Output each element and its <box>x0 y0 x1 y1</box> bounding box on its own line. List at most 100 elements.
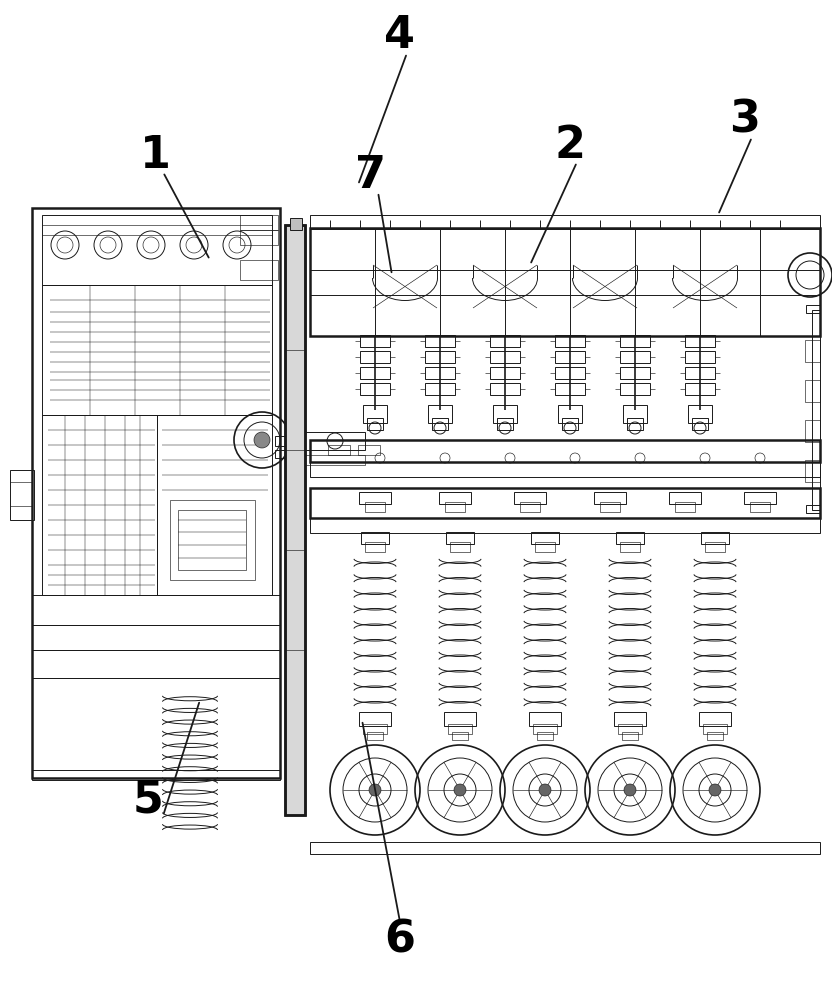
Bar <box>360 335 390 347</box>
Bar <box>685 351 715 363</box>
Bar <box>555 335 585 347</box>
Bar <box>328 445 350 455</box>
Bar <box>744 492 776 504</box>
Bar <box>705 542 725 552</box>
Bar <box>359 492 391 504</box>
Bar <box>533 724 557 734</box>
Bar <box>157 415 272 595</box>
Bar <box>363 724 387 734</box>
Bar <box>623 405 647 423</box>
Bar <box>360 383 390 395</box>
Bar <box>10 470 34 520</box>
Bar <box>701 532 729 544</box>
Bar <box>520 502 540 512</box>
Bar <box>620 335 650 347</box>
Bar <box>439 492 471 504</box>
Bar <box>275 450 305 458</box>
Bar <box>805 460 820 482</box>
Bar <box>558 405 582 423</box>
Bar <box>425 383 455 395</box>
Bar <box>594 492 626 504</box>
Text: 7: 7 <box>354 153 385 196</box>
Bar <box>290 218 302 230</box>
Bar <box>285 225 305 815</box>
Bar <box>32 208 280 778</box>
Bar <box>555 367 585 379</box>
Bar <box>360 367 390 379</box>
Bar <box>310 228 820 336</box>
Circle shape <box>709 784 721 796</box>
Bar <box>669 492 701 504</box>
Bar <box>432 418 448 430</box>
Bar <box>452 732 468 740</box>
Bar <box>627 418 643 430</box>
Bar <box>555 383 585 395</box>
Bar <box>622 732 638 740</box>
Bar <box>497 418 513 430</box>
Bar <box>310 215 820 229</box>
Bar <box>32 770 280 780</box>
Bar <box>305 455 365 465</box>
Bar <box>600 502 620 512</box>
Circle shape <box>539 784 551 796</box>
Bar <box>618 724 642 734</box>
Bar <box>42 215 272 285</box>
Bar <box>812 310 820 510</box>
Bar <box>692 418 708 430</box>
Bar <box>358 445 380 455</box>
Bar <box>363 405 387 423</box>
Bar <box>359 712 391 726</box>
Bar <box>616 532 644 544</box>
Bar <box>490 367 520 379</box>
Bar <box>614 712 646 726</box>
Text: 2: 2 <box>554 123 586 166</box>
Bar <box>675 502 695 512</box>
Bar <box>367 418 383 430</box>
Bar <box>450 542 470 552</box>
Bar <box>365 542 385 552</box>
Bar <box>32 625 280 650</box>
Bar <box>448 724 472 734</box>
Bar <box>562 418 578 430</box>
Bar <box>555 351 585 363</box>
Bar <box>805 420 820 442</box>
Text: 6: 6 <box>384 918 415 962</box>
Bar <box>620 367 650 379</box>
Bar <box>535 542 555 552</box>
Bar <box>490 351 520 363</box>
Bar <box>178 510 246 570</box>
Bar <box>805 380 820 402</box>
Bar <box>42 285 272 415</box>
Bar <box>806 505 820 513</box>
Text: 1: 1 <box>140 133 171 176</box>
Bar <box>490 335 520 347</box>
Circle shape <box>369 784 381 796</box>
Bar <box>531 532 559 544</box>
Bar <box>620 351 650 363</box>
Bar <box>240 230 278 245</box>
Bar <box>310 488 820 518</box>
Bar <box>305 432 365 450</box>
Bar <box>367 732 383 740</box>
Bar <box>514 492 546 504</box>
Circle shape <box>624 784 636 796</box>
Bar <box>365 502 385 512</box>
Bar <box>310 462 820 477</box>
Bar <box>425 351 455 363</box>
Bar <box>806 305 820 313</box>
Bar <box>32 650 280 678</box>
Bar <box>685 335 715 347</box>
Bar <box>620 383 650 395</box>
Bar <box>707 732 723 740</box>
Bar <box>529 712 561 726</box>
Bar <box>537 732 553 740</box>
Bar <box>444 712 476 726</box>
Bar <box>310 518 820 533</box>
Bar <box>240 215 278 230</box>
Bar <box>490 383 520 395</box>
Bar <box>310 842 820 854</box>
Bar <box>425 335 455 347</box>
Bar <box>699 712 731 726</box>
Text: 5: 5 <box>132 778 163 822</box>
Text: 4: 4 <box>384 13 415 56</box>
